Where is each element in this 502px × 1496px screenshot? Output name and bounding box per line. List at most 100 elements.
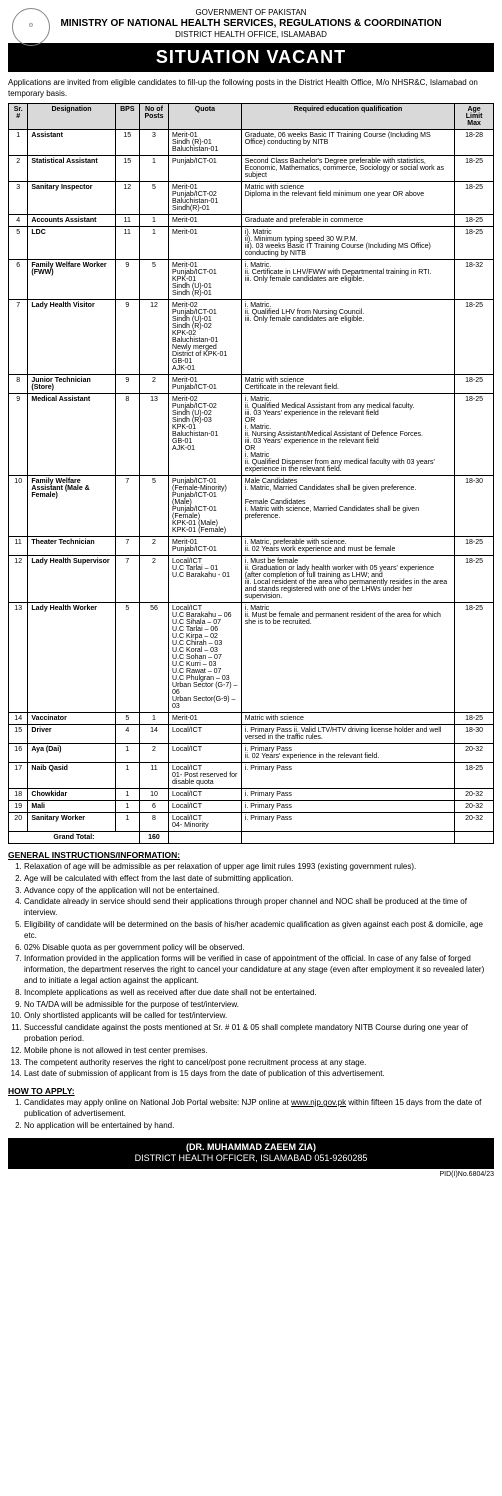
- intro-text: Applications are invited from eligible c…: [8, 78, 494, 99]
- cell-posts: 1: [139, 214, 168, 226]
- howto-heading: HOW TO APPLY:: [8, 1086, 494, 1096]
- cell-sr: 6: [9, 259, 28, 299]
- cell-quota: Local/ICTU.C Tarlai – 01U.C Barakahu - 0…: [169, 555, 242, 602]
- cell-posts: 14: [139, 724, 168, 743]
- cell-designation: Lady Health Worker: [28, 602, 115, 712]
- instruction-item: Only shortlisted applicants will be call…: [24, 1011, 494, 1022]
- cell-designation: Lady Health Visitor: [28, 299, 115, 374]
- instruction-item: Relaxation of age will be admissible as …: [24, 862, 494, 873]
- table-body: 1Assistant153Merit-01Sindh (R)-01Baluchi…: [9, 129, 494, 843]
- cell-posts: 1: [139, 712, 168, 724]
- cell-sr: 3: [9, 181, 28, 214]
- cell-quota: Local/ICT: [169, 800, 242, 812]
- instructions-list: Relaxation of age will be admissible as …: [8, 862, 494, 1080]
- table-row: 12Lady Health Supervisor72Local/ICTU.C T…: [9, 555, 494, 602]
- cell-quota: Merit-01: [169, 226, 242, 259]
- cell-designation: Accounts Assistant: [28, 214, 115, 226]
- cell-qualification: i. Matric.ii. Qualified Medical Assistan…: [241, 393, 454, 475]
- cell-sr: 10: [9, 475, 28, 536]
- cell-age: 18-25: [455, 299, 494, 374]
- table-row: 11Theater Technician72Merit-01Punjab/ICT…: [9, 536, 494, 555]
- cell-bps: 7: [115, 536, 139, 555]
- table-row: 19Mali16Local/ICTi. Primary Pass20-32: [9, 800, 494, 812]
- cell-sr: 5: [9, 226, 28, 259]
- howto-item: Candidates may apply online on National …: [24, 1098, 494, 1120]
- table-row: 14Vaccinator51Merit-01Matric with scienc…: [9, 712, 494, 724]
- cell-bps: 4: [115, 724, 139, 743]
- cell-quota: Local/ICT: [169, 788, 242, 800]
- cell-sr: 19: [9, 800, 28, 812]
- cell-quota: Local/ICT04- Minority: [169, 812, 242, 831]
- cell-designation: Junior Technician (Store): [28, 374, 115, 393]
- cell-quota: Merit-01Punjab/ICT-02Baluchistan-01Sindh…: [169, 181, 242, 214]
- cell-bps: 11: [115, 214, 139, 226]
- instruction-item: 02% Disable quota as per government poli…: [24, 943, 494, 954]
- cell-bps: 7: [115, 555, 139, 602]
- table-row: 9Medical Assistant813Merit-02Punjab/ICT-…: [9, 393, 494, 475]
- cell-quota: Merit-02Punjab/ICT-02Sindh (U)-02Sindh (…: [169, 393, 242, 475]
- cell-age: 20-32: [455, 743, 494, 762]
- grand-total-label: Grand Total:: [9, 831, 140, 843]
- table-row: 18Chowkidar110Local/ICTi. Primary Pass20…: [9, 788, 494, 800]
- table-row: 10Family Welfare Assistant (Male & Femal…: [9, 475, 494, 536]
- cell-sr: 18: [9, 788, 28, 800]
- cell-qualification: Male Candidatesi. Matric, Married Candid…: [241, 475, 454, 536]
- cell-qualification: i. Matricii. Must be female and permanen…: [241, 602, 454, 712]
- column-header: Quota: [169, 103, 242, 129]
- cell-sr: 11: [9, 536, 28, 555]
- cell-designation: Theater Technician: [28, 536, 115, 555]
- instruction-item: Successful candidate against the posts m…: [24, 1023, 494, 1045]
- cell-designation: Medical Assistant: [28, 393, 115, 475]
- govt-logo: ⚙: [12, 8, 50, 46]
- table-row: 3Sanitary Inspector125Merit-01Punjab/ICT…: [9, 181, 494, 214]
- cell-designation: Sanitary Worker: [28, 812, 115, 831]
- cell-quota: Merit-01Sindh (R)-01Baluchistan-01: [169, 129, 242, 155]
- table-row: 7Lady Health Visitor912Merit-02Punjab/IC…: [9, 299, 494, 374]
- cell-qualification: Matric with scienceCertificate in the re…: [241, 374, 454, 393]
- cell-posts: 3: [139, 129, 168, 155]
- cell-sr: 2: [9, 155, 28, 181]
- cell-bps: 1: [115, 743, 139, 762]
- column-header: Age Limit Max: [455, 103, 494, 129]
- cell-quota: Local/ICT: [169, 724, 242, 743]
- cell-bps: 8: [115, 393, 139, 475]
- cell-quota: Local/ICTU.C Barakahu – 06U.C Sihala – 0…: [169, 602, 242, 712]
- cell-designation: Chowkidar: [28, 788, 115, 800]
- cell-bps: 15: [115, 129, 139, 155]
- cell-posts: 6: [139, 800, 168, 812]
- cell-designation: Sanitary Inspector: [28, 181, 115, 214]
- cell-quota: Local/ICT: [169, 743, 242, 762]
- cell-bps: 5: [115, 602, 139, 712]
- cell-bps: 9: [115, 374, 139, 393]
- cell-qualification: i. Primary Pass: [241, 812, 454, 831]
- cell-posts: 1: [139, 226, 168, 259]
- column-header: No of Posts: [139, 103, 168, 129]
- cell-quota: Punjab/ICT-01: [169, 155, 242, 181]
- cell-quota: Merit-01: [169, 712, 242, 724]
- table-row: 17Naib Qasid111Local/ICT01- Post reserve…: [9, 762, 494, 788]
- cell-designation: Driver: [28, 724, 115, 743]
- instruction-item: Information provided in the application …: [24, 954, 494, 986]
- cell-qualification: i. Primary Passii. 02 Years' experience …: [241, 743, 454, 762]
- cell-designation: Aya (Dai): [28, 743, 115, 762]
- cell-qualification: i. Primary Pass: [241, 788, 454, 800]
- instruction-item: Mobile phone is not allowed in test cent…: [24, 1046, 494, 1057]
- cell-age: 18-25: [455, 226, 494, 259]
- cell-quota: Merit-01Punjab/ICT-01: [169, 536, 242, 555]
- njp-link[interactable]: www.njp.gov.pk: [291, 1098, 346, 1107]
- table-row: 6Family Welfare Worker (FWW)95Merit-01Pu…: [9, 259, 494, 299]
- cell-designation: Mali: [28, 800, 115, 812]
- cell-bps: 11: [115, 226, 139, 259]
- cell-age: 18-28: [455, 129, 494, 155]
- cell-age: 18-25: [455, 393, 494, 475]
- cell-age: 20-32: [455, 788, 494, 800]
- column-header: Sr.#: [9, 103, 28, 129]
- instruction-item: Candidate already in service should send…: [24, 897, 494, 919]
- cell-posts: 5: [139, 475, 168, 536]
- cell-qualification: Matric with science: [241, 712, 454, 724]
- table-row: 20Sanitary Worker18Local/ICT04- Minority…: [9, 812, 494, 831]
- footer-banner: (DR. MUHAMMAD ZAEEM ZIA) DISTRICT HEALTH…: [8, 1138, 494, 1169]
- cell-qualification: i. Must be femaleii. Graduation or lady …: [241, 555, 454, 602]
- cell-designation: Lady Health Supervisor: [28, 555, 115, 602]
- column-header: BPS: [115, 103, 139, 129]
